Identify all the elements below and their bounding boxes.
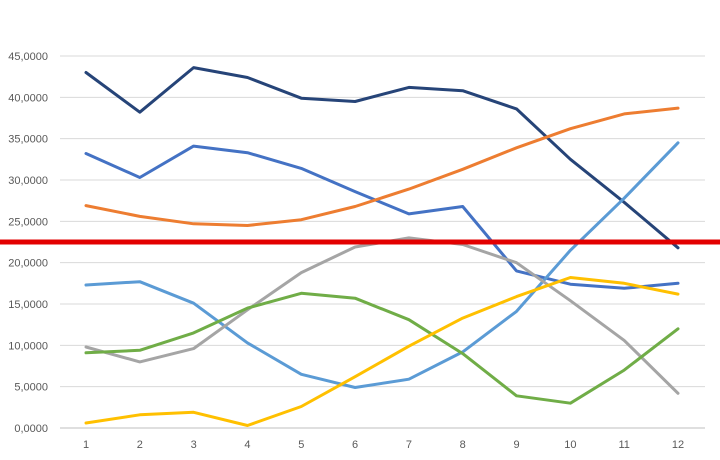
- x-tick-label: 1: [83, 439, 89, 451]
- y-axis-tick-labels: 0,0000 5,0000 10,0000 15,0000 20,0000 25,0000…: [8, 51, 48, 435]
- series-line-1: [84, 66, 680, 250]
- y-tick-label: 0,0000: [14, 423, 48, 435]
- x-tick-label: 11: [618, 439, 629, 451]
- x-tick-label: 12: [672, 439, 684, 451]
- x-tick-label: 4: [244, 439, 250, 451]
- y-tick-label: 40,0000: [8, 92, 48, 104]
- x-tick-label: 9: [513, 439, 519, 451]
- series-line-3: [84, 106, 680, 227]
- x-axis-tick-labels: 1 2 3 4 5 6 7 8 9 10 11 12: [83, 439, 684, 451]
- series-line-5: [84, 236, 680, 395]
- y-tick-label: 25,0000: [8, 216, 48, 228]
- x-tick-label: 6: [352, 439, 358, 451]
- y-tick-label: 5,0000: [14, 382, 48, 394]
- x-tick-label: 2: [137, 439, 143, 451]
- x-tick-label: 7: [406, 439, 412, 451]
- series-line-7: [84, 276, 680, 427]
- x-tick-label: 8: [460, 439, 466, 451]
- series-lines: [84, 66, 680, 427]
- series-line-2: [84, 144, 680, 290]
- y-tick-label: 20,0000: [8, 258, 48, 270]
- y-tick-label: 30,0000: [8, 175, 48, 187]
- y-tick-label: 45,0000: [8, 51, 48, 63]
- gridlines: [60, 55, 705, 388]
- x-tick-label: 5: [298, 439, 304, 451]
- y-tick-label: 15,0000: [8, 299, 48, 311]
- y-tick-label: 35,0000: [8, 134, 48, 146]
- series-line-6: [84, 291, 680, 405]
- y-tick-label: 10,0000: [8, 340, 48, 352]
- x-tick-label: 3: [191, 439, 197, 451]
- x-tick-label: 10: [564, 439, 576, 451]
